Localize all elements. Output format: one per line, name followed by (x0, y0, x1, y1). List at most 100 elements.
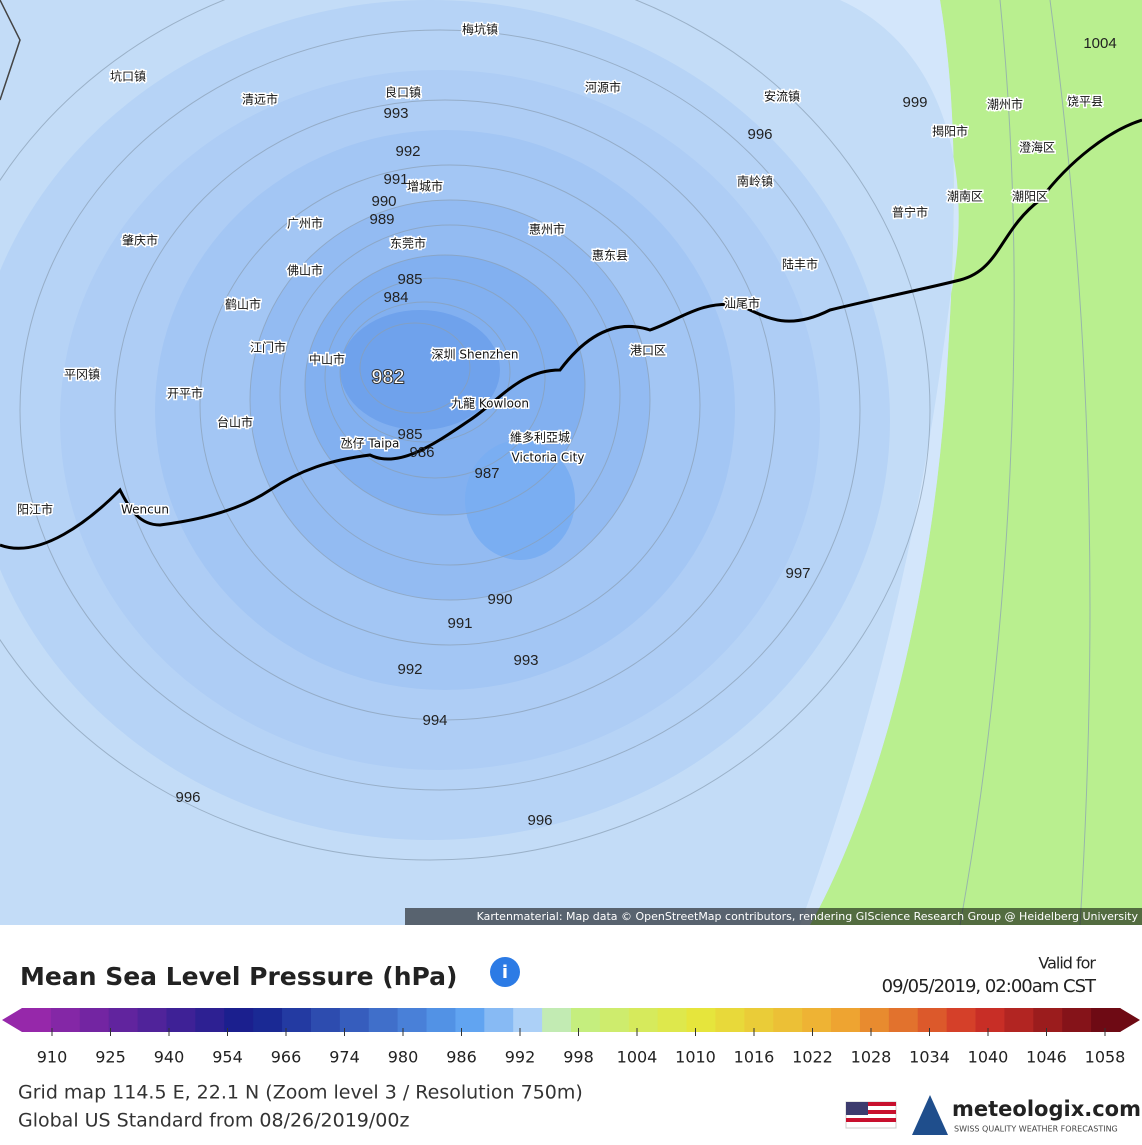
place-label: 澄海区 (1019, 140, 1055, 155)
colorbar-cell (975, 1008, 1005, 1032)
brand[interactable]: meteologix.com (952, 1097, 1141, 1121)
colorbar-cell (1004, 1008, 1034, 1032)
colorbar-label: 910 (37, 1048, 68, 1067)
place-label: 深圳 Shenzhen (432, 348, 519, 362)
colorbar-label: 940 (154, 1048, 185, 1067)
colorbar-cell (917, 1008, 948, 1032)
legend-title: Mean Sea Level Pressure (hPa) (20, 962, 457, 991)
colorbar-label: 1046 (1026, 1048, 1067, 1067)
flag (845, 1101, 897, 1129)
colorbar-label: 954 (212, 1048, 243, 1067)
colorbar-label: 1022 (792, 1048, 833, 1067)
place-label: 饶平县 (1067, 95, 1103, 109)
contour-label: 992 (397, 661, 422, 678)
colorbar-label: 925 (95, 1048, 126, 1067)
colorbar-cell (166, 1008, 196, 1032)
place-label: 安流镇 (764, 89, 800, 104)
contour-label: 994 (422, 712, 447, 729)
colorbar-cell (542, 1008, 572, 1032)
colorbar-cell (571, 1008, 601, 1032)
contour-label: 990 (487, 591, 512, 608)
contour-label: 989 (369, 211, 394, 228)
place-label: 河源市 (585, 80, 621, 95)
contour-label: 1004 (1083, 35, 1116, 52)
map-background (0, 0, 1142, 926)
place-label: 坑口镇 (110, 69, 146, 84)
colorbar-cell (79, 1008, 110, 1032)
colorbar-cell (1062, 1008, 1092, 1032)
contour-label: 996 (175, 789, 200, 806)
colorbar-cell (22, 1008, 52, 1032)
place-label: 惠州市 (529, 222, 565, 237)
place-label: 維多利亞城 (510, 431, 570, 445)
colorbar-cell (253, 1008, 283, 1032)
place-label: 东莞市 (390, 236, 426, 251)
colorbar-label: 980 (388, 1048, 419, 1067)
place-label: 广州市 (287, 216, 323, 231)
contour-label: 985 (397, 271, 422, 288)
colorbar-label: 1028 (851, 1048, 892, 1067)
colorbar-cell (946, 1008, 977, 1032)
colorbar-label: 1010 (675, 1048, 716, 1067)
place-label: 九龍 Kowloon (451, 396, 529, 411)
colorbar-label: 974 (329, 1048, 360, 1067)
contour-label: 991 (447, 615, 472, 632)
place-label: 良口镇 (385, 85, 421, 100)
place-label: 江门市 (250, 340, 286, 355)
valid-time: 09/05/2019, 02:00am CST (882, 976, 1097, 997)
place-label: 普宁市 (892, 205, 928, 220)
place-label: 梅坑镇 (462, 22, 498, 37)
colorbar-cell (397, 1008, 428, 1032)
contour-label: 999 (902, 94, 927, 111)
place-label: 清远市 (242, 92, 278, 107)
info-icon[interactable] (490, 957, 520, 987)
place-label: 氹仔 Taipa (341, 437, 400, 451)
place-label: 佛山市 (287, 263, 323, 278)
contour-label: 997 (785, 565, 810, 582)
info-icon-label[interactable]: i (502, 962, 508, 983)
contour-label: 991 (383, 171, 408, 188)
contour-label: 993 (383, 105, 408, 122)
colorbar-cell (1091, 1008, 1121, 1032)
colorbar-label: 1034 (909, 1048, 950, 1067)
colorbar-cell (108, 1008, 139, 1032)
colorbar-cell (455, 1008, 485, 1032)
place-label: 潮南区 (947, 189, 983, 204)
colorbar-cell (831, 1008, 861, 1032)
brand-tagline: SWISS QUALITY WEATHER FORECASTING (954, 1125, 1118, 1134)
colorbar-label: 966 (271, 1048, 302, 1067)
colorbar-label: 1016 (734, 1048, 775, 1067)
contour-label: 986 (409, 444, 434, 461)
colorbar-cell (426, 1008, 456, 1032)
place-label: 肇庆市 (122, 233, 158, 248)
contour-label: 984 (383, 289, 408, 306)
place-label: 台山市 (217, 415, 253, 430)
colorbar-end (2, 1008, 22, 1032)
place-label: 南岭镇 (737, 174, 773, 189)
place-label: 陆丰市 (782, 257, 818, 272)
valid-label: Valid for (1038, 954, 1096, 973)
colorbar-label: 1040 (968, 1048, 1009, 1067)
colorbar-cell (484, 1008, 514, 1032)
place-label: 潮阳区 (1012, 189, 1048, 204)
contour-label: 985 (397, 426, 422, 443)
colorbar-cell (715, 1008, 745, 1032)
contour-label: 982 (371, 366, 404, 388)
place-label: 揭阳市 (932, 124, 968, 139)
contour-label: 987 (474, 465, 499, 482)
place-label: 增城市 (407, 179, 443, 194)
brand-logo (912, 1095, 948, 1135)
colorbar-cell (282, 1008, 312, 1032)
colorbar-label: 1058 (1085, 1048, 1126, 1067)
colorbar-end (1120, 1008, 1140, 1032)
colorbar-cell (773, 1008, 803, 1032)
colorbar-cell (802, 1008, 832, 1032)
contour-label: 996 (527, 812, 552, 829)
colorbar: 910 925 940 954 966 974 980 986 992 998 1004 1010 10… (2, 1008, 1140, 1067)
place-label: 阳江市 (17, 502, 53, 517)
colorbar-cell (1033, 1008, 1063, 1032)
contour-label: 996 (747, 126, 772, 143)
place-label: 汕尾市 (724, 296, 760, 311)
colorbar-label: 992 (505, 1048, 536, 1067)
